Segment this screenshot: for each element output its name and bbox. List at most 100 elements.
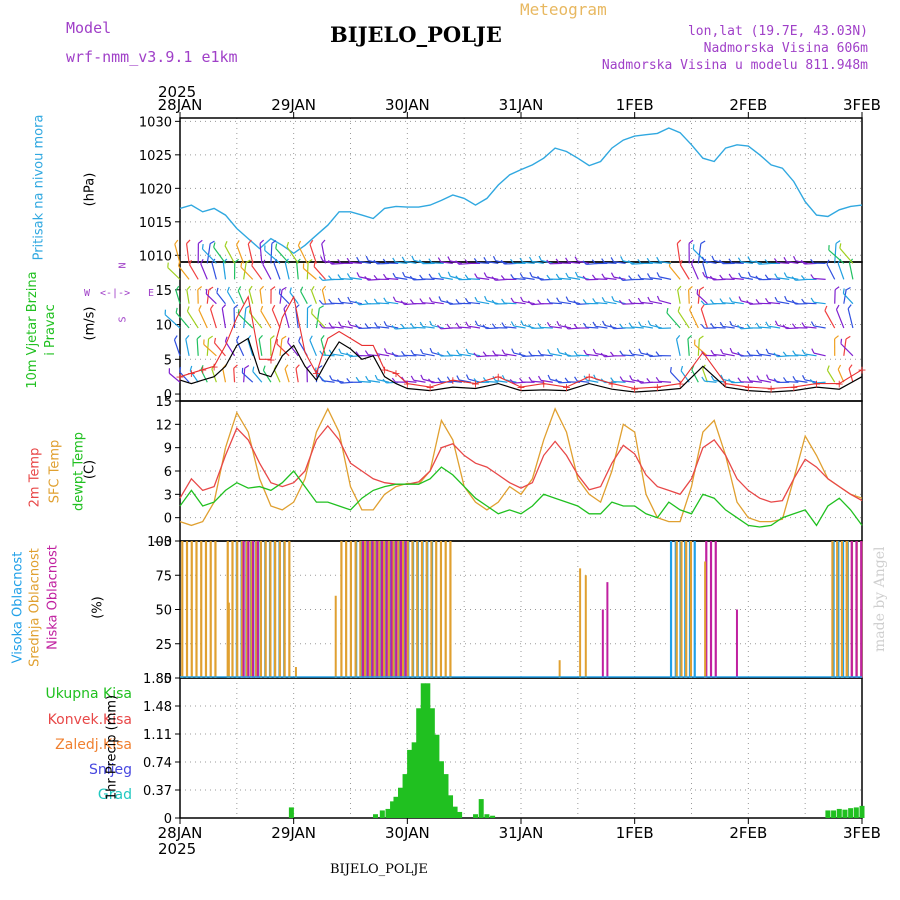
wind-barb bbox=[200, 263, 208, 280]
wind-barb bbox=[262, 264, 272, 280]
compass-arrow-horizontal: <-|-> bbox=[100, 288, 131, 299]
wind-barb bbox=[349, 261, 362, 264]
y-tick-label: 1.11 bbox=[143, 728, 172, 743]
wind-barb-feather bbox=[728, 378, 733, 384]
precip-bar bbox=[420, 683, 426, 818]
wind-barb-feather bbox=[546, 321, 551, 327]
wind-barb-feather bbox=[784, 295, 788, 301]
wind-barb bbox=[595, 325, 608, 329]
wind-barb-feather bbox=[610, 377, 615, 383]
wind-barb bbox=[386, 301, 399, 305]
wind-barb-feather bbox=[834, 335, 839, 340]
wind-barb-feather bbox=[392, 272, 397, 278]
wind-barb bbox=[650, 300, 663, 305]
wind-barb bbox=[226, 291, 236, 305]
wind-barb bbox=[359, 260, 372, 264]
wind-barb-feather bbox=[573, 350, 578, 356]
wind-barb bbox=[175, 312, 190, 329]
wind-barb-feather bbox=[519, 273, 524, 278]
wind-barb bbox=[213, 246, 226, 264]
wind-barb-feather bbox=[555, 273, 560, 279]
wind-barb-feather bbox=[698, 335, 704, 340]
wind-gust-marker: + bbox=[175, 371, 184, 384]
wind-barb bbox=[842, 293, 854, 305]
x-tick-label-bottom: 31JAN bbox=[499, 824, 544, 842]
wind-barb bbox=[586, 326, 599, 329]
wind-barb-feather bbox=[213, 242, 216, 248]
wind-barb bbox=[777, 324, 790, 329]
y-tick-label: 5 bbox=[164, 353, 172, 368]
wind-barb-feather bbox=[565, 272, 569, 278]
wind-barb-feather bbox=[383, 273, 387, 279]
wind-barb-feather bbox=[609, 351, 615, 357]
wind-barb bbox=[828, 249, 845, 264]
wind-barb-feather bbox=[391, 377, 396, 383]
wind-gust-marker: + bbox=[630, 382, 639, 395]
wind-barb-feather bbox=[321, 285, 326, 291]
wind-barb-feather bbox=[438, 272, 442, 278]
precip-bar bbox=[416, 708, 422, 818]
wind-barb-feather bbox=[419, 298, 424, 304]
wind-barb-feather bbox=[701, 376, 706, 382]
wind-barb bbox=[377, 302, 390, 305]
wind-barb bbox=[167, 267, 181, 280]
wind-barb bbox=[513, 277, 526, 280]
wind-barb bbox=[377, 353, 390, 357]
y-tick-label: 0 bbox=[164, 812, 172, 827]
wind-barb bbox=[222, 262, 227, 280]
wind-barb-feather bbox=[346, 273, 351, 279]
wind-barb-feather bbox=[224, 240, 228, 247]
wind-barb bbox=[440, 276, 453, 280]
wind-barb bbox=[386, 352, 399, 357]
wind-barb bbox=[260, 310, 272, 329]
wind-barb bbox=[795, 260, 808, 264]
wind-barb bbox=[713, 353, 726, 357]
wind-barb bbox=[422, 302, 435, 305]
wind-barb bbox=[222, 368, 227, 383]
wind-barb-feather bbox=[221, 304, 227, 309]
wind-barb-feather bbox=[278, 288, 281, 294]
wind-barb-feather bbox=[346, 352, 351, 357]
wind-barb-feather bbox=[628, 275, 633, 280]
wind-barb-feather bbox=[773, 352, 778, 358]
wind-barb bbox=[468, 378, 481, 383]
wind-barb bbox=[175, 290, 181, 304]
wind-barb-feather bbox=[546, 274, 551, 280]
wind-barb-feather bbox=[374, 374, 378, 380]
wind-barb-feather bbox=[646, 378, 651, 383]
wind-barb-feather bbox=[719, 321, 724, 327]
wind-barb-feather bbox=[619, 350, 624, 356]
wind-barb-feather bbox=[309, 239, 314, 245]
wind-barb-feather bbox=[328, 275, 333, 280]
wind-barb-feather bbox=[628, 322, 633, 328]
wind-barb-feather bbox=[710, 375, 715, 381]
wind-gust-marker: + bbox=[425, 381, 434, 394]
wind-barb bbox=[839, 247, 854, 264]
wind-barb-feather bbox=[564, 351, 569, 357]
wind-barb-feather bbox=[592, 298, 596, 303]
wind-barb-feather bbox=[465, 374, 470, 380]
wind-barb bbox=[359, 276, 372, 280]
wind-barb-feather bbox=[848, 364, 853, 370]
wind-barb-feather bbox=[746, 300, 751, 305]
wind-barb bbox=[236, 340, 245, 357]
wind-barb bbox=[813, 277, 826, 280]
x-tick-label-top: 30JAN bbox=[385, 96, 430, 114]
wind-barb-feather bbox=[364, 276, 369, 281]
wind-barb bbox=[413, 353, 426, 357]
wind-barb-feather bbox=[701, 256, 706, 262]
wind-gust-marker: + bbox=[562, 381, 571, 394]
wind-barb bbox=[759, 326, 772, 329]
wind-barb-feather bbox=[546, 298, 551, 304]
wind-barb bbox=[813, 325, 826, 329]
wind-barb-feather bbox=[337, 297, 342, 303]
wind-barb bbox=[295, 368, 299, 383]
wind-barb-feather bbox=[801, 349, 806, 355]
wind-barb bbox=[531, 380, 544, 383]
wind-barb bbox=[251, 265, 263, 280]
wind-barb-feather bbox=[455, 260, 460, 265]
precip-bar bbox=[288, 807, 294, 818]
wind-barb bbox=[309, 339, 317, 357]
wind-barb bbox=[264, 249, 281, 264]
wind-barb bbox=[595, 301, 608, 305]
